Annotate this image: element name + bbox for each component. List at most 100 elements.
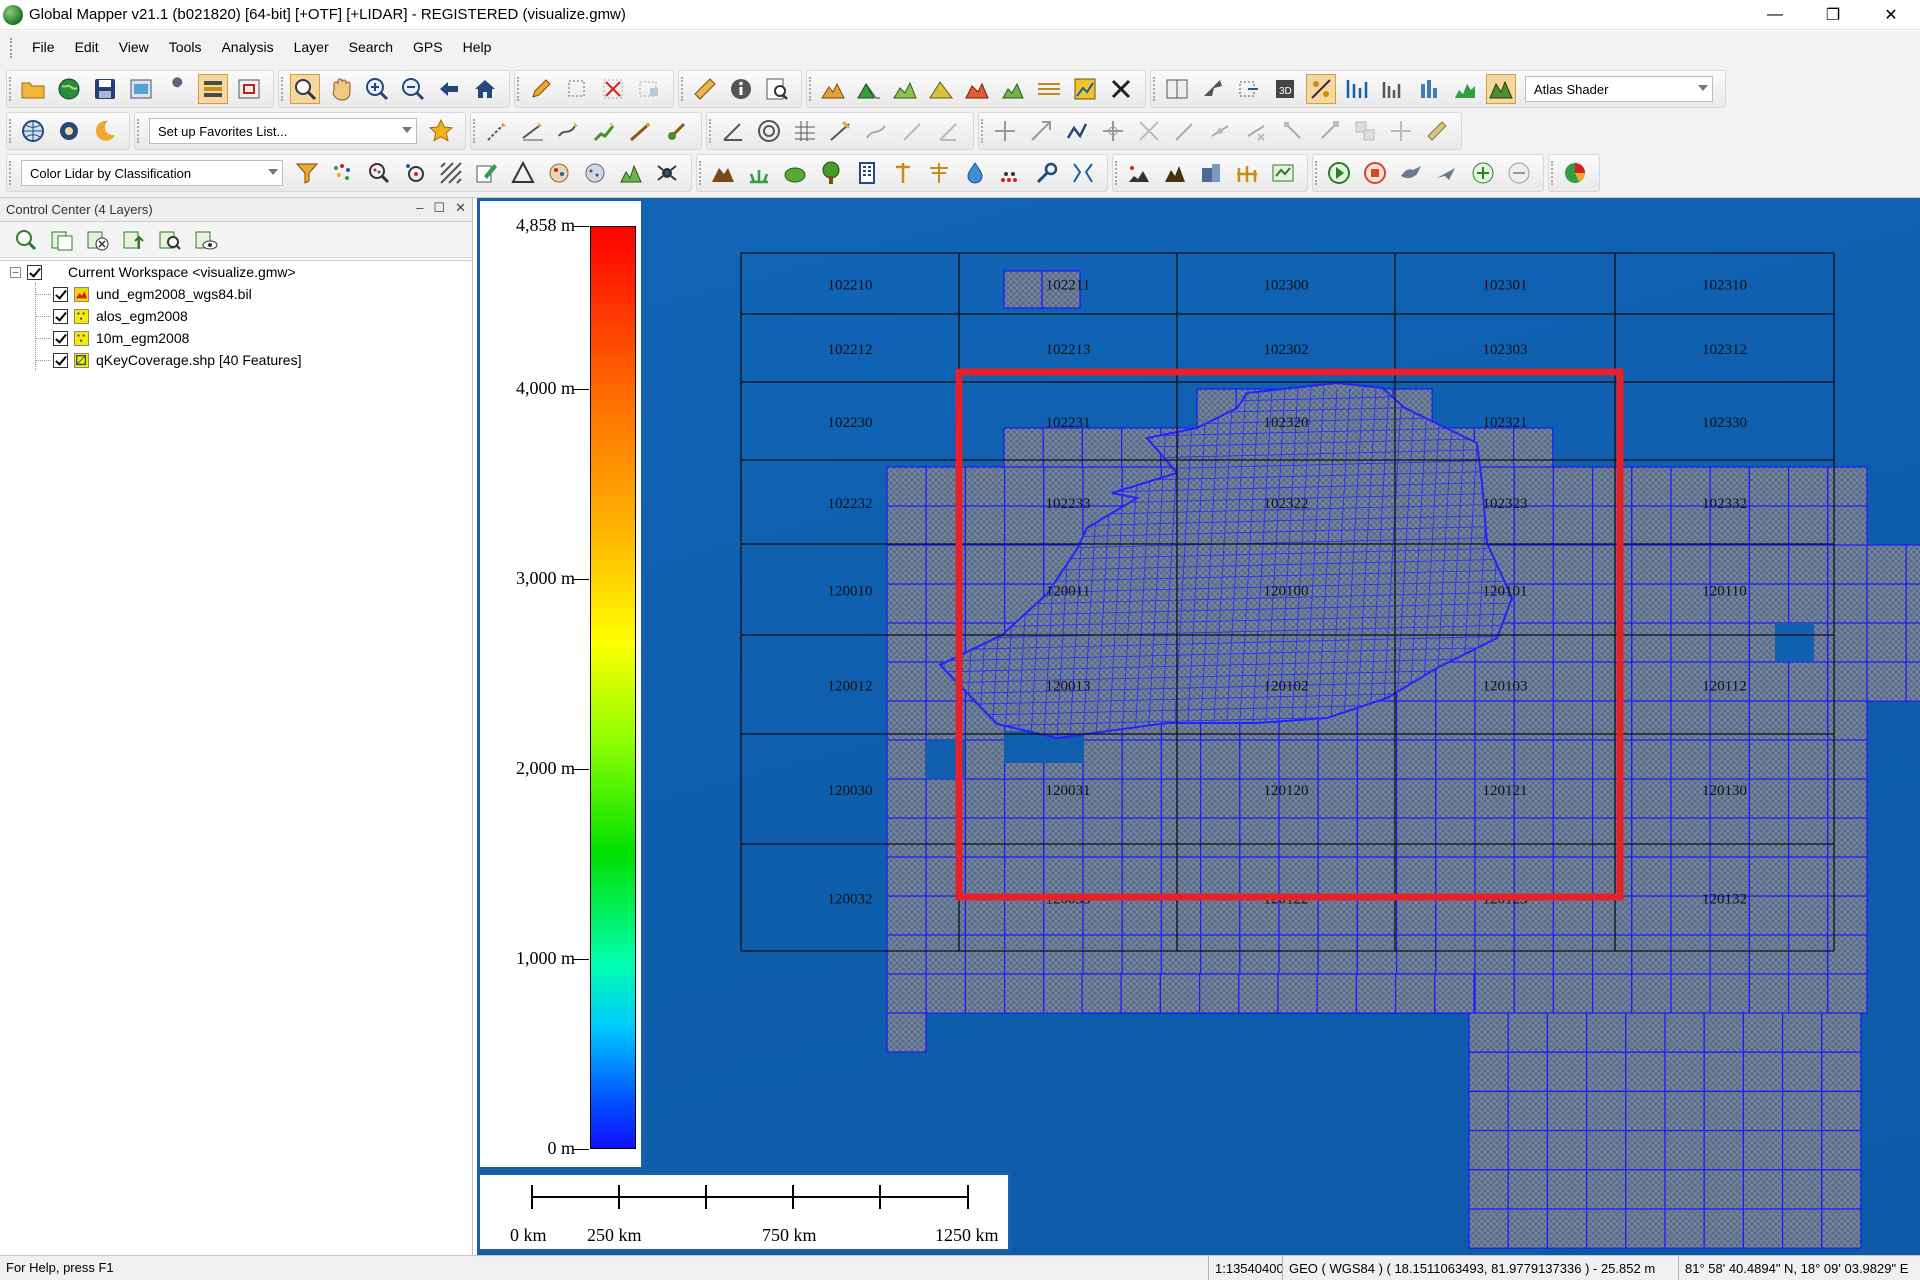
save-icon[interactable] [90,74,120,104]
triangle-icon[interactable] [508,158,538,188]
layer-checkbox[interactable] [53,330,68,346]
close-layer-icon[interactable] [84,226,112,254]
workspace-checkbox[interactable] [27,264,42,280]
info-icon[interactable] [726,74,756,104]
copy-shape-icon[interactable] [1350,116,1380,146]
menu-view[interactable]: View [118,39,149,55]
tree-icon[interactable] [816,158,846,188]
split-view-icon[interactable] [1162,74,1192,104]
grid-icon[interactable] [1034,74,1064,104]
pie-chart-icon[interactable] [1560,158,1590,188]
vegetation-icon[interactable] [744,158,774,188]
hillshade-toggle-icon[interactable] [1306,74,1336,104]
crop-tool-icon[interactable] [1106,74,1136,104]
menu-file[interactable]: File [32,39,55,55]
maximize-button[interactable]: ❐ [1825,7,1841,24]
map-canvas[interactable]: 102210 102211 102300 102301 102310 102212 1022… [477,198,1920,1255]
edit-vertex-icon[interactable] [634,74,664,104]
pencil-icon[interactable] [526,74,556,104]
water-icon[interactable] [960,158,990,188]
ruler-diag-icon[interactable] [1422,116,1452,146]
scale-bar-icon[interactable] [1378,74,1408,104]
workspace-node[interactable]: – Current Workspace <visualize.gmw> [10,261,296,283]
scale-icon[interactable] [1026,116,1056,146]
layer-up-icon[interactable] [120,226,148,254]
line-tool-4-icon[interactable] [590,116,620,146]
layers-icon[interactable] [198,74,228,104]
crosshair-icon[interactable] [1386,116,1416,146]
point-cloud-icon[interactable] [328,158,358,188]
powerline-icon[interactable] [924,158,954,188]
building-icon[interactable] [852,158,882,188]
lidar-bars-icon[interactable] [1450,74,1480,104]
lidar-search-icon[interactable] [364,158,394,188]
measure-angle-icon[interactable] [718,116,748,146]
daylight-shader-icon[interactable] [90,116,120,146]
panel-maximize-icon[interactable]: ☐ [433,200,446,215]
combine-terrain-icon[interactable] [998,74,1028,104]
map-view[interactable]: 102210 102211 102300 102301 102310 102212 1022… [477,198,1920,1255]
minimize-button[interactable]: — [1767,6,1783,23]
menu-search[interactable]: Search [348,39,393,55]
layer-row[interactable]: alos_egm2008 [53,305,188,327]
tree-detect-icon[interactable] [616,158,646,188]
layer-row[interactable]: qKeyCoverage.shp [40 Features] [53,349,301,371]
menu-analysis[interactable]: Analysis [221,39,274,55]
menu-gps[interactable]: GPS [413,39,443,55]
panel-minimize-icon[interactable]: ‒ [416,200,424,215]
layer-row[interactable]: und_egm2008_wgs84.bil [53,283,252,305]
menu-edit[interactable]: Edit [74,39,99,55]
hatch-icon[interactable] [436,158,466,188]
home-icon[interactable] [470,74,500,104]
disabled-tool-icon[interactable] [898,116,928,146]
3d-path-icon[interactable] [1234,74,1264,104]
select-feature-icon[interactable] [562,74,592,104]
close-button[interactable]: ✕ [1884,7,1898,24]
line-tool-3-icon[interactable] [554,116,584,146]
shader-icon[interactable] [1486,74,1516,104]
vertex-delete-icon[interactable] [1242,116,1272,146]
contour-icon[interactable] [854,74,884,104]
join-icon[interactable] [1170,116,1200,146]
config-gear-icon[interactable] [54,116,84,146]
lidar-color-select[interactable]: Color Lidar by Classification [21,160,283,186]
shader-select[interactable]: Atlas Shader [1525,76,1713,102]
shrub-icon[interactable] [780,158,810,188]
fly-icon[interactable] [1432,158,1462,188]
path-profile-icon[interactable] [762,74,792,104]
snap-icon[interactable] [1098,116,1128,146]
feature-template-icon[interactable] [1414,74,1444,104]
workspace-icon[interactable] [126,74,156,104]
line-tool-5-icon[interactable] [626,116,656,146]
zoom-in-icon[interactable] [362,74,392,104]
smooth-icon[interactable] [862,116,892,146]
fence-icon[interactable] [1232,158,1262,188]
open-folder-icon[interactable] [18,74,48,104]
delete-feature-icon[interactable] [598,74,628,104]
remove-layer-icon[interactable] [1504,158,1534,188]
breakline-icon[interactable] [1068,158,1098,188]
cluster-icon[interactable] [544,158,574,188]
terrain-icon[interactable] [818,74,848,104]
add-layer-icon[interactable] [1468,158,1498,188]
star-icon[interactable] [426,116,456,146]
cut-line-icon[interactable] [826,116,856,146]
pixels-points-icon[interactable] [1124,158,1154,188]
zoom-out-icon[interactable] [398,74,428,104]
3d-view-icon[interactable]: 3D [1270,74,1300,104]
key-icon[interactable] [1032,158,1062,188]
vertex-select-icon[interactable] [1314,116,1344,146]
overview-icon[interactable] [234,74,264,104]
line-tool-2-icon[interactable] [518,116,548,146]
layer-checkbox[interactable] [53,308,68,324]
disabled-tool-2-icon[interactable] [934,116,964,146]
vertex-move-icon[interactable] [1278,116,1308,146]
show-layer-icon[interactable] [192,226,220,254]
lidar-select-icon[interactable] [400,158,430,188]
globe-grid-icon[interactable] [18,116,48,146]
selection-rectangle[interactable] [955,368,1624,901]
noise-points-icon[interactable] [996,158,1026,188]
bird-icon[interactable] [1396,158,1426,188]
vertex-add-icon[interactable] [1206,116,1236,146]
move-icon[interactable] [990,116,1020,146]
